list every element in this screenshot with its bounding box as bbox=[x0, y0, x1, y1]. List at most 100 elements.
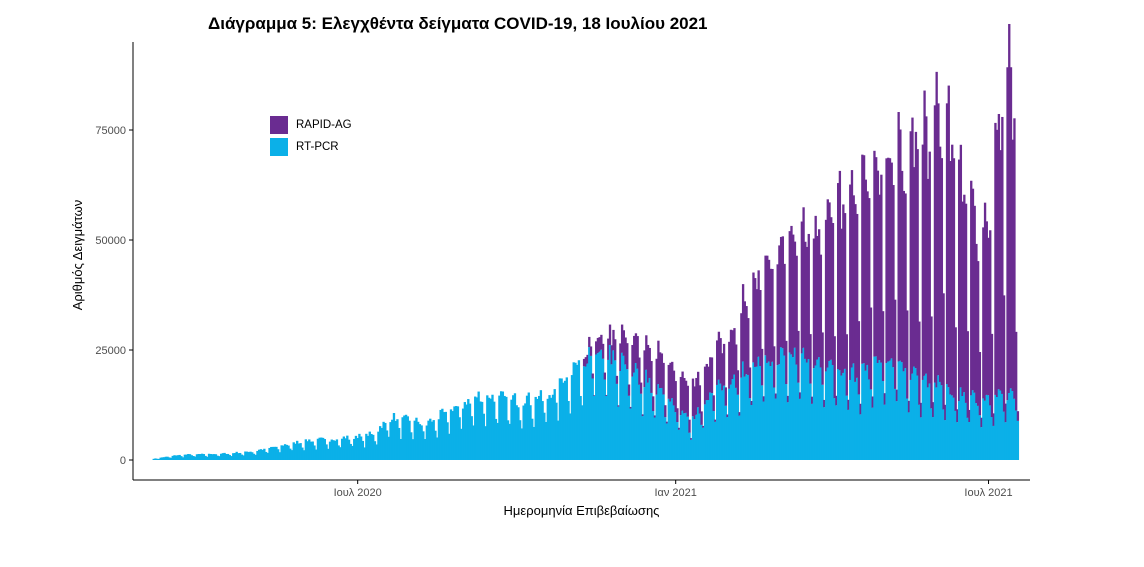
bar-rt-pcr bbox=[821, 384, 824, 460]
bar-rt-pcr bbox=[778, 364, 781, 460]
bar-rt-pcr bbox=[181, 457, 185, 460]
bar-rt-pcr bbox=[786, 402, 790, 460]
bar-rt-pcr bbox=[156, 458, 159, 460]
bar-rt-pcr bbox=[477, 391, 480, 460]
bar-rapid-ag bbox=[897, 112, 900, 362]
bar-rt-pcr bbox=[413, 420, 416, 460]
bar-rt-pcr bbox=[982, 398, 985, 460]
bar-rt-pcr bbox=[989, 405, 992, 460]
bar-rapid-ag bbox=[1008, 23, 1011, 393]
bar-rapid-ag bbox=[719, 338, 722, 384]
bar-rapid-ag bbox=[992, 413, 995, 426]
y-tick-label: 0 bbox=[120, 455, 126, 467]
bar-rapid-ag bbox=[639, 382, 643, 394]
bar-rapid-ag bbox=[817, 229, 821, 358]
bar-rapid-ag bbox=[721, 353, 724, 391]
bar-rt-pcr bbox=[437, 419, 441, 460]
bar-rt-pcr bbox=[582, 366, 586, 460]
bar-rt-pcr bbox=[171, 455, 174, 460]
bar-rt-pcr bbox=[484, 426, 487, 460]
bar-rt-pcr bbox=[707, 400, 710, 460]
bar-rapid-ag bbox=[626, 343, 629, 370]
bar-rt-pcr bbox=[892, 367, 895, 460]
bar-rt-pcr bbox=[804, 358, 807, 460]
bar-rt-pcr bbox=[985, 394, 988, 460]
bar-rt-pcr bbox=[913, 366, 916, 460]
bar-rt-pcr bbox=[766, 362, 769, 460]
bar-rt-pcr bbox=[589, 355, 593, 460]
bar-rapid-ag bbox=[933, 105, 937, 383]
bar-rapid-ag bbox=[735, 344, 738, 388]
bar-rapid-ag bbox=[868, 198, 871, 380]
bar-rt-pcr bbox=[702, 427, 705, 460]
bar-rt-pcr bbox=[254, 454, 257, 460]
bar-rt-pcr bbox=[453, 406, 456, 460]
bar-rapid-ag bbox=[617, 405, 620, 407]
bar-rapid-ag bbox=[684, 380, 688, 413]
bar-rt-pcr bbox=[695, 414, 698, 460]
bar-rt-pcr bbox=[976, 405, 980, 460]
bar-rapid-ag bbox=[989, 230, 992, 406]
bar-rapid-ag bbox=[605, 394, 608, 396]
bar-rt-pcr bbox=[741, 361, 745, 460]
bar-rapid-ag bbox=[584, 357, 587, 367]
bar-rapid-ag bbox=[970, 180, 973, 396]
bar-rt-pcr bbox=[612, 350, 615, 460]
bar-rt-pcr bbox=[710, 393, 714, 460]
bar-rapid-ag bbox=[869, 307, 873, 390]
bar-rt-pcr bbox=[743, 376, 746, 460]
bar-rt-pcr bbox=[422, 431, 425, 460]
bar-rapid-ag bbox=[1015, 331, 1018, 411]
bar-rt-pcr bbox=[344, 438, 347, 460]
bar-rt-pcr bbox=[605, 395, 608, 460]
bar-rapid-ag bbox=[764, 255, 767, 356]
bar-rapid-ag bbox=[973, 205, 976, 393]
bar-rt-pcr bbox=[764, 355, 767, 460]
bar-rt-pcr bbox=[187, 453, 190, 460]
bar-rt-pcr bbox=[617, 406, 620, 460]
x-tick-label: Ιουλ 2021 bbox=[964, 487, 1012, 499]
bar-rapid-ag bbox=[779, 236, 783, 348]
bar-rt-pcr bbox=[601, 358, 605, 460]
bar-rt-pcr bbox=[366, 435, 370, 460]
bar-rt-pcr bbox=[411, 439, 415, 460]
bar-rt-pcr bbox=[686, 416, 689, 460]
bar-rt-pcr bbox=[814, 365, 817, 460]
bar-rt-pcr bbox=[615, 383, 619, 460]
bar-rt-pcr bbox=[909, 379, 912, 460]
bar-rt-pcr bbox=[790, 354, 793, 460]
bar-rt-pcr bbox=[266, 452, 269, 460]
bar-rapid-ag bbox=[966, 331, 969, 418]
bar-rt-pcr bbox=[534, 396, 537, 460]
bar-rt-pcr bbox=[828, 360, 831, 460]
bar-rt-pcr bbox=[162, 457, 166, 460]
bar-rt-pcr bbox=[539, 390, 543, 460]
bar-rapid-ag bbox=[747, 318, 750, 375]
bar-rt-pcr bbox=[496, 422, 499, 460]
bar-rapid-ag bbox=[755, 289, 759, 367]
bar-rt-pcr bbox=[425, 425, 428, 460]
bar-rt-pcr bbox=[175, 455, 178, 460]
bar-rapid-ag bbox=[589, 346, 593, 356]
bar-rt-pcr bbox=[840, 375, 843, 460]
bar-rt-pcr bbox=[847, 409, 850, 460]
bar-rt-pcr bbox=[700, 424, 703, 460]
bar-rt-pcr bbox=[370, 434, 373, 460]
bar-rt-pcr bbox=[914, 368, 918, 460]
bar-rt-pcr bbox=[442, 412, 446, 460]
bar-rapid-ag bbox=[703, 366, 707, 405]
bar-rapid-ag bbox=[809, 334, 812, 384]
bar-rt-pcr bbox=[385, 430, 389, 460]
bar-rt-pcr bbox=[363, 447, 366, 460]
bar-rt-pcr bbox=[188, 454, 192, 460]
bar-rt-pcr bbox=[681, 410, 684, 460]
bar-rapid-ag bbox=[586, 354, 589, 364]
bar-rt-pcr bbox=[598, 351, 601, 460]
bar-rt-pcr bbox=[771, 361, 774, 460]
bar-rt-pcr bbox=[664, 417, 667, 460]
bar-rt-pcr bbox=[805, 362, 809, 460]
bar-rt-pcr bbox=[551, 394, 555, 460]
bar-rt-pcr bbox=[302, 450, 306, 460]
bar-rapid-ag bbox=[878, 194, 881, 361]
bar-rapid-ag bbox=[947, 85, 950, 388]
